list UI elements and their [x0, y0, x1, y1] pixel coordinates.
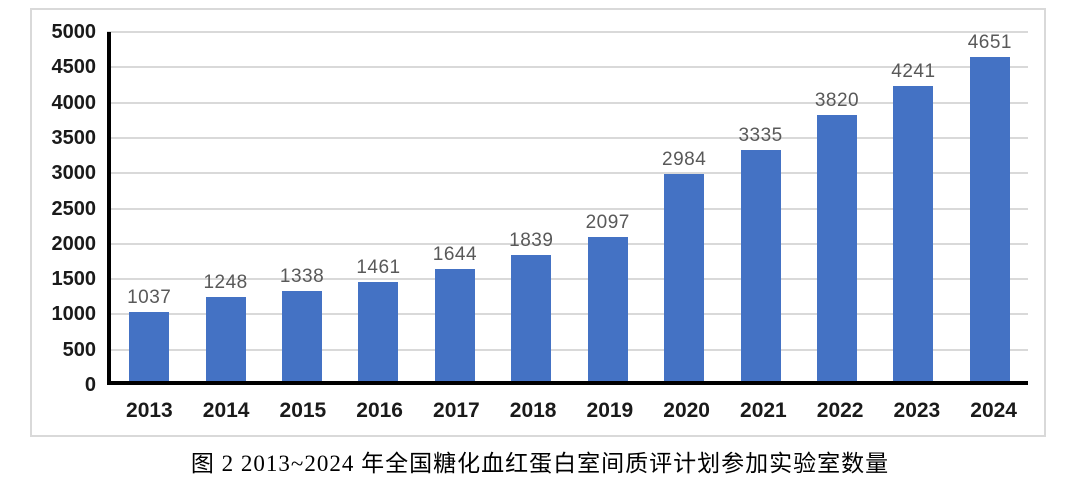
- bar-value-label: 2097: [585, 211, 630, 233]
- y-axis-tick-label: 500: [62, 338, 96, 361]
- x-axis-line: [107, 381, 1028, 385]
- bar-value-label: 3820: [814, 90, 860, 112]
- chart-frame: 0 500 1000 1500 2000 2500 3000 3500 4000 4500 5000…: [30, 8, 1046, 437]
- gridline: [107, 278, 1028, 281]
- y-axis-tick-label: 3500: [51, 126, 97, 149]
- bar-slot: 2984: [646, 32, 722, 385]
- bar-slot: 3335: [722, 32, 798, 385]
- bar-2017: [434, 268, 475, 385]
- bar-value-label: 4241: [891, 60, 936, 82]
- bar-slot: 1338: [264, 32, 340, 385]
- bar-value-label: 1248: [203, 271, 248, 293]
- x-axis-tick-label: 2021: [740, 399, 787, 422]
- x-axis-tick-label: 2013: [126, 399, 173, 422]
- y-axis-tick-label: 2500: [51, 197, 97, 220]
- bar-2015: [282, 290, 323, 385]
- gridline: [107, 313, 1028, 316]
- bar-2023: [893, 85, 934, 385]
- bar-slot: 3820: [799, 32, 875, 385]
- gridline: [107, 31, 1028, 33]
- y-axis-line: [107, 32, 111, 385]
- x-axis-tick-label: 2024: [970, 399, 1017, 422]
- gridline: [107, 207, 1028, 210]
- x-axis-tick-label: 2019: [586, 399, 634, 422]
- x-axis-tick-label: 2015: [279, 399, 327, 422]
- bar-value-label: 1839: [509, 230, 554, 252]
- bar-2013: [129, 311, 170, 385]
- bar-2016: [358, 281, 399, 385]
- bar-2014: [205, 296, 246, 385]
- bar-value-label: 1338: [279, 265, 325, 287]
- y-axis-tick-label: 1000: [51, 303, 97, 326]
- chart-caption: 图 2 2013~2024 年全国糖化血红蛋白室间质评计划参加实验室数量: [190, 451, 890, 476]
- bar-2022: [817, 115, 857, 385]
- x-axis-labels: 2013 2014 2015 2016 2017 2018 2019 2020 2021 2022…: [111, 399, 1032, 423]
- bar-slot: 1839: [493, 32, 569, 385]
- x-axis-tick-label: 2014: [202, 399, 250, 422]
- y-axis-tick-label: 2000: [51, 232, 97, 255]
- bar-slot: 1644: [417, 32, 493, 385]
- bar-value-label: 1461: [356, 256, 401, 278]
- bar-slot: 1037: [111, 32, 187, 385]
- x-axis-tick-label: 2016: [356, 399, 403, 422]
- x-axis-tick-label: 2017: [433, 399, 480, 422]
- gridline: [107, 66, 1028, 69]
- gridline: [107, 242, 1028, 245]
- gridline: [107, 172, 1028, 175]
- bar-slot: 1461: [340, 32, 416, 385]
- bar-2020: [664, 174, 705, 385]
- x-axis-tick-label: 2020: [663, 399, 710, 422]
- y-axis-tick-label: 5000: [51, 21, 97, 43]
- x-axis-tick-label: 2023: [893, 399, 941, 422]
- gridline: [107, 101, 1028, 104]
- bar-value-label: 4651: [967, 31, 1012, 53]
- bar-slot: 1248: [187, 32, 263, 385]
- x-axis-tick-label: 2022: [816, 399, 864, 422]
- bars-row: 1037 1248 1338 1461 1644 1839 2097 2984 3335 3820…: [111, 32, 1028, 385]
- x-axis-tick-label: 2018: [509, 399, 557, 422]
- bar-value-label: 3335: [738, 124, 783, 146]
- bar-value-label: 1644: [432, 243, 478, 265]
- y-axis-tick-label: 4000: [51, 91, 97, 114]
- y-axis-tick-label: 3000: [51, 162, 97, 185]
- plot-area: 1037 1248 1338 1461 1644 1839 2097 2984 3335 3820…: [107, 31, 1028, 385]
- bar-slot: 4651: [952, 32, 1028, 385]
- bar-value-label: 2984: [662, 149, 707, 171]
- gridline: [107, 136, 1028, 139]
- y-axis-tick-label: 0: [84, 374, 96, 396]
- y-axis-labels: 0 500 1000 1500 2000 2500 3000 3500 4000 4500 5000: [32, 22, 97, 395]
- bar-2021: [740, 149, 781, 385]
- y-axis-tick-label: 4500: [51, 56, 97, 79]
- bar-2024: [969, 56, 1010, 385]
- bar-2019: [587, 236, 628, 385]
- bar-slot: 4241: [875, 32, 951, 385]
- y-axis-tick-label: 1500: [51, 268, 97, 291]
- gridline: [107, 348, 1028, 351]
- bar-slot: 2097: [570, 32, 646, 385]
- bar-value-label: 1037: [127, 286, 172, 308]
- bar-2018: [511, 255, 552, 385]
